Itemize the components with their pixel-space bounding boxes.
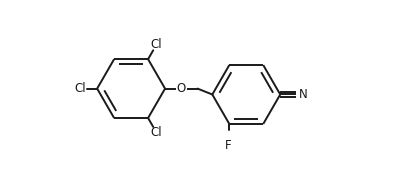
Text: Cl: Cl: [151, 126, 162, 139]
Text: O: O: [177, 82, 186, 95]
Text: F: F: [225, 139, 231, 152]
Text: Cl: Cl: [74, 82, 86, 95]
Text: N: N: [298, 88, 307, 101]
Text: Cl: Cl: [151, 38, 162, 51]
